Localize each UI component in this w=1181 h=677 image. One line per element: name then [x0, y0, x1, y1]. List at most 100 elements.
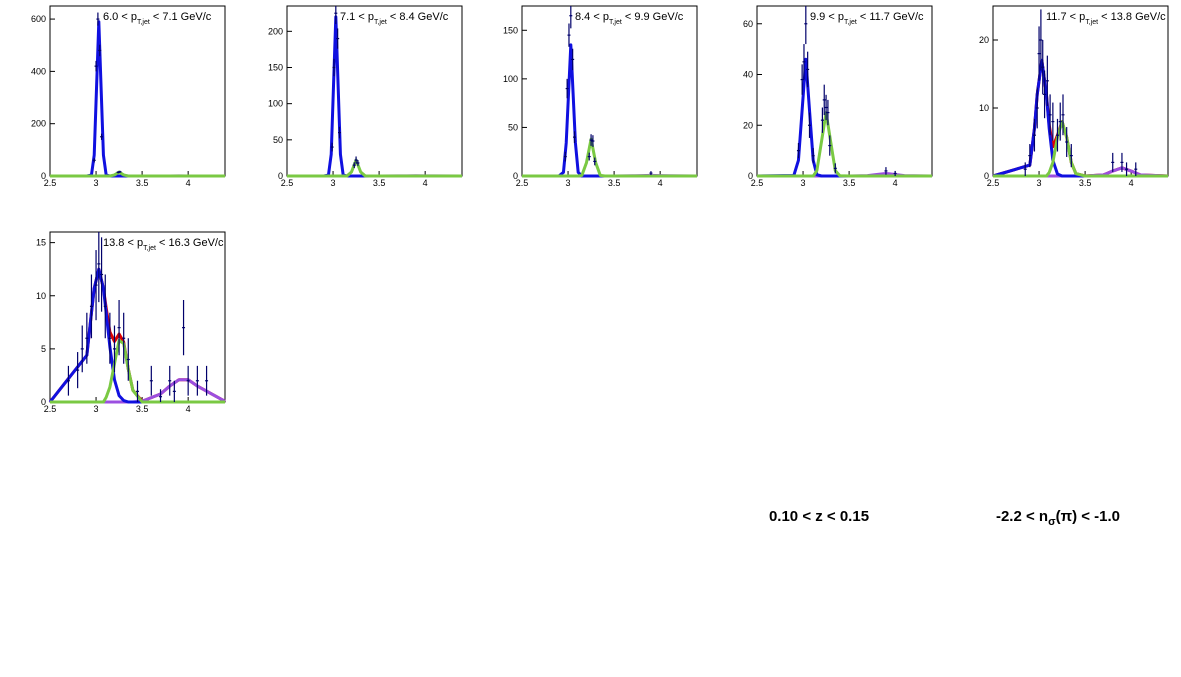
fit-curve [50, 170, 225, 178]
panel: 2.5 3 3.5 4 0 50 100 150 200 7.1 < pT,jet < 8.4 G… [268, 5, 463, 188]
x-tick-label: 3 [1037, 178, 1042, 188]
panel-label: 11.7 < pT,jet < 13.8 GeV/c [1046, 11, 1166, 26]
fit-curve [992, 58, 1168, 178]
fit-curve [992, 58, 1169, 178]
label-sub: T,jet [844, 19, 857, 26]
y-tick-label: 15 [36, 238, 46, 248]
label-sub: T,jet [374, 19, 387, 26]
z-range: 0.10 < z < 0.15 [769, 508, 869, 525]
x-tick-label: 3.5 [136, 178, 149, 188]
label-sub: T,jet [1085, 19, 1098, 26]
label-sub: T,jet [137, 19, 150, 26]
x-tick-label: 3.5 [1079, 178, 1092, 188]
frame [49, 231, 226, 403]
frame [521, 5, 698, 177]
x-tick-label: 3 [94, 404, 99, 414]
fit-curve [287, 15, 462, 178]
x-tick-label: 4 [186, 404, 191, 414]
fit-curve [522, 43, 697, 178]
label-suffix: < 7.1 GeV/c [150, 11, 212, 23]
y-tick-label: 0 [513, 171, 518, 181]
label-sub: T,jet [609, 19, 622, 26]
y-tick-label: 200 [268, 26, 283, 36]
nsigma-sub: σ [1048, 516, 1056, 528]
label-sub: T,jet [143, 245, 156, 252]
x-tick-label: 4 [186, 178, 191, 188]
x-tick-label: 4 [658, 178, 663, 188]
panel: 2.5 3 3.5 4 0 5 10 15 13.8 < pT,jet < 16.3 GeV/c [36, 231, 226, 414]
y-tick-label: 0 [41, 397, 46, 407]
x-tick-label: 3 [801, 178, 806, 188]
x-tick-label: 3.5 [608, 178, 621, 188]
y-tick-label: 150 [503, 25, 518, 35]
x-tick-label: 2.5 [44, 404, 57, 414]
y-tick-label: 20 [743, 120, 753, 130]
label-suffix: < 11.7 GeV/c [857, 11, 924, 23]
y-tick-label: 200 [31, 119, 46, 129]
label-prefix: 11.7 < p [1046, 11, 1085, 23]
x-tick-label: 3.5 [373, 178, 386, 188]
y-tick-label: 40 [743, 70, 753, 80]
label-prefix: 6.0 < p [103, 11, 137, 23]
frame [286, 5, 463, 177]
y-tick-label: 100 [503, 74, 518, 84]
fit-curve [50, 20, 225, 178]
x-tick-label: 2.5 [516, 178, 529, 188]
fit-curve [50, 338, 225, 404]
y-tick-label: 100 [268, 99, 283, 109]
y-tick-label: 5 [41, 344, 46, 354]
x-tick-label: 4 [893, 178, 898, 188]
fit-curve [756, 57, 932, 178]
label-prefix: 13.8 < p [103, 237, 143, 249]
x-tick-label: 2.5 [751, 178, 764, 188]
x-tick-label: 3 [331, 178, 336, 188]
y-tick-label: 0 [41, 171, 46, 181]
label-suffix: < 8.4 GeV/c [387, 11, 449, 23]
panel-label: 7.1 < pT,jet < 8.4 GeV/c [340, 11, 449, 26]
panel-label: 13.8 < pT,jet < 16.3 GeV/c [103, 237, 224, 252]
fit-curve [993, 120, 1168, 178]
y-tick-label: 600 [31, 14, 46, 24]
y-tick-label: 0 [984, 171, 989, 181]
x-tick-label: 3 [94, 178, 99, 188]
panel: 2.5 3 3.5 4 0 50 100 150 8.4 < pT,jet < 9.9 GeV/… [503, 5, 698, 188]
fit-curve [287, 158, 462, 178]
label-prefix: 8.4 < p [575, 11, 609, 23]
x-tick-label: 2.5 [44, 178, 57, 188]
x-tick-label: 4 [423, 178, 428, 188]
x-tick-label: 3 [566, 178, 571, 188]
y-tick-label: 400 [31, 66, 46, 76]
panel-label: 8.4 < pT,jet < 9.9 GeV/c [575, 11, 684, 26]
y-tick-label: 50 [273, 135, 283, 145]
nsigma-range: -2.2 < nσ(π) < -1.0 [996, 508, 1120, 528]
y-tick-label: 10 [36, 291, 46, 301]
label-suffix: < 9.9 GeV/c [622, 11, 684, 23]
x-tick-label: 2.5 [987, 178, 1000, 188]
y-tick-label: 60 [743, 19, 753, 29]
y-tick-label: 0 [278, 171, 283, 181]
y-tick-label: 50 [508, 122, 518, 132]
fit-curve [522, 137, 697, 178]
label-suffix: < 13.8 GeV/c [1098, 11, 1166, 23]
x-tick-label: 2.5 [281, 178, 294, 188]
panel-label: 6.0 < pT,jet < 7.1 GeV/c [103, 11, 212, 26]
panel-label: 9.9 < pT,jet < 11.7 GeV/c [810, 11, 924, 26]
y-tick-label: 10 [979, 103, 989, 113]
label-prefix: 7.1 < p [340, 11, 374, 23]
x-tick-label: 3.5 [136, 404, 149, 414]
x-tick-label: 4 [1129, 178, 1134, 188]
x-tick-label: 3.5 [843, 178, 856, 188]
nsigma-prefix: -2.2 < n [996, 508, 1048, 525]
nsigma-suffix: (π) < -1.0 [1056, 508, 1120, 525]
y-tick-label: 0 [748, 171, 753, 181]
y-tick-label: 150 [268, 62, 283, 72]
panel: 2.5 3 3.5 4 0 10 20 11.7 < pT,jet < 13.8 GeV/c [979, 5, 1169, 188]
y-tick-label: 20 [979, 35, 989, 45]
frame [49, 5, 226, 177]
fit-curve [757, 111, 932, 178]
label-prefix: 9.9 < p [810, 11, 844, 23]
frame [992, 5, 1169, 177]
panel: 2.5 3 3.5 4 0 200 400 600 6.0 < pT,jet < 7.1 GeV… [31, 5, 226, 188]
